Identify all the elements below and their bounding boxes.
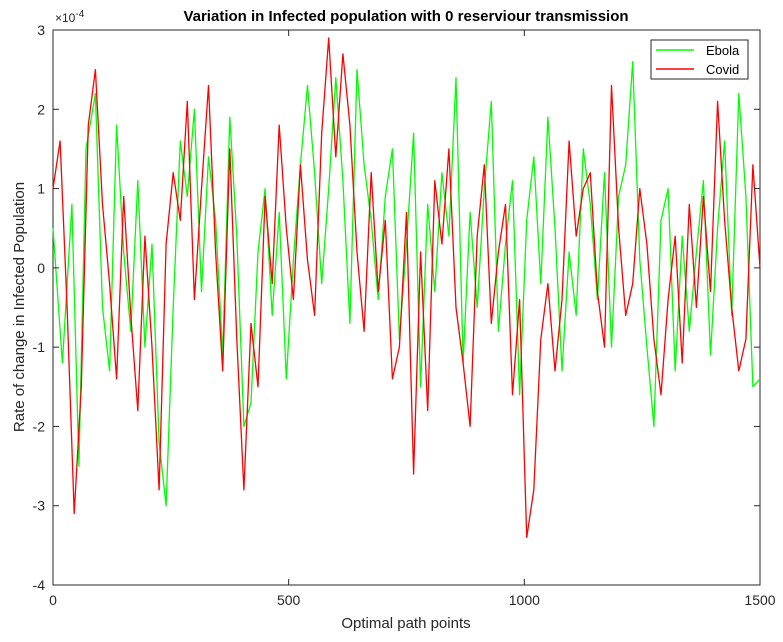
y-axis-exponent-power: -4 [75, 9, 84, 20]
series-lines [52, 37, 761, 539]
legend: Ebola Covid [650, 39, 749, 80]
plot-area [52, 29, 761, 586]
legend-label-covid: Covid [706, 62, 739, 77]
x-axis-title: Optimal path points [341, 615, 470, 632]
axis-ticks: 0 500 1000 1500 -4 -3 -2 -1 0 1 2 3 [33, 22, 776, 608]
y-axis-exponent: ×10-4 [55, 9, 85, 25]
legend-label-ebola: Ebola [706, 43, 740, 58]
x-tick-label: 1000 [509, 592, 540, 608]
y-tick-label: 3 [37, 22, 45, 38]
y-axis-exponent-base: ×10 [55, 11, 76, 25]
series-line-covid [52, 37, 761, 539]
legend-box [650, 39, 749, 80]
x-tick-label: 1500 [744, 592, 775, 608]
y-tick-label: -4 [33, 577, 46, 593]
y-tick-label: -3 [33, 498, 46, 514]
x-tick-label: 500 [277, 592, 301, 608]
y-axis-title: Rate of change in Infected Population [11, 182, 28, 432]
y-tick-label: 2 [37, 101, 45, 117]
y-tick-label: -1 [33, 339, 46, 355]
y-tick-label: 0 [37, 260, 45, 276]
y-tick-label: -2 [33, 418, 46, 434]
series-line-ebola [52, 61, 761, 507]
chart-title: Variation in Infected population with 0 … [183, 8, 628, 25]
x-tick-label: 0 [49, 592, 57, 608]
y-tick-label: 1 [37, 181, 45, 197]
